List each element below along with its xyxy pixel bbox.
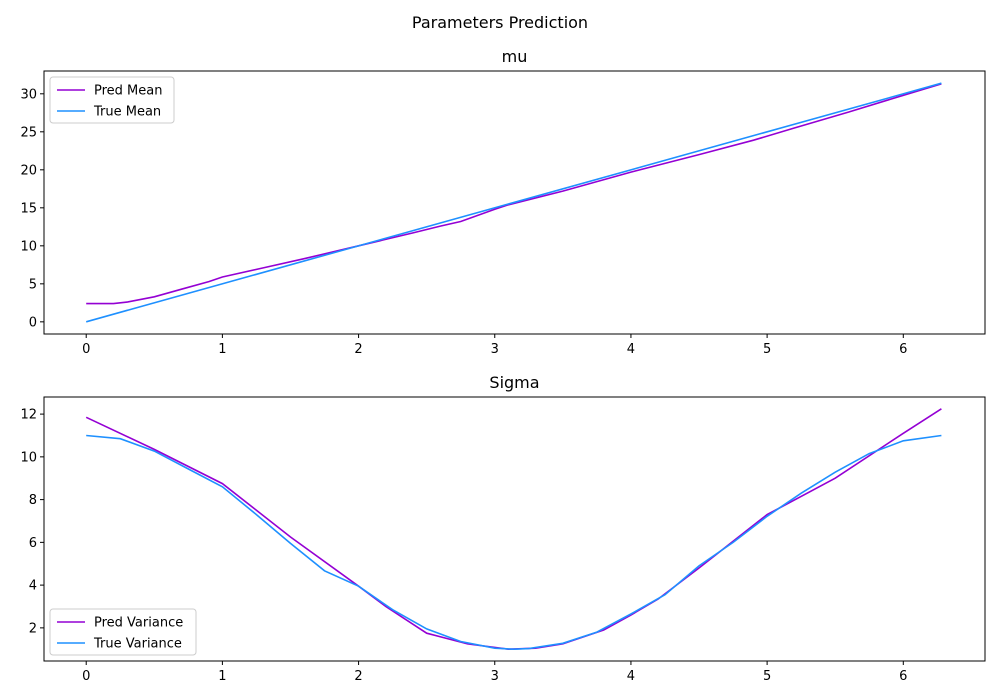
panel-mu: mu 0 1 2 3 4 5 6 0 5 10 15 20 25 30 Pred Mean True Mean	[20, 47, 986, 357]
y-tick-label: 15	[20, 201, 37, 216]
legend-entry: True Mean	[93, 105, 161, 120]
y-tick-label: 6	[29, 536, 37, 551]
series-line-true-mean	[85, 82, 942, 323]
x-tick-label: 2	[354, 669, 362, 684]
x-tick-label: 0	[82, 342, 90, 357]
y-tick-label: 25	[20, 125, 37, 140]
y-tick-label: 10	[20, 450, 37, 465]
panel-title: mu	[502, 47, 528, 66]
x-tick-label: 4	[627, 669, 635, 684]
x-tick-label: 3	[491, 342, 499, 357]
series-line-pred-variance	[85, 408, 942, 651]
legend-entry: Pred Mean	[94, 84, 162, 99]
y-tick-label: 10	[20, 239, 37, 254]
axes-frame	[43, 70, 986, 335]
x-tick-label: 5	[763, 669, 771, 684]
legend-entry: True Variance	[93, 637, 182, 652]
x-tick-label: 1	[218, 669, 226, 684]
figure-title: Parameters Prediction	[412, 13, 588, 32]
legend-box	[49, 608, 197, 656]
panel-title: Sigma	[489, 373, 539, 392]
legend: Pred Mean True Mean	[49, 76, 175, 124]
y-tick-label: 5	[29, 277, 37, 292]
x-tick-label: 1	[218, 342, 226, 357]
x-tick-label: 2	[354, 342, 362, 357]
x-tick-label: 4	[627, 342, 635, 357]
y-tick-label: 2	[29, 621, 37, 636]
y-tick-label: 30	[20, 87, 37, 102]
y-tick-label: 20	[20, 163, 37, 178]
axes-frame	[43, 396, 986, 662]
x-tick-label: 5	[763, 342, 771, 357]
series-line-true-variance	[86, 434, 942, 651]
x-tick-label: 0	[82, 669, 90, 684]
x-tick-label: 6	[899, 342, 907, 357]
y-tick-label: 4	[29, 579, 37, 594]
y-tick-label: 0	[29, 315, 37, 330]
y-tick-label: 8	[29, 493, 37, 508]
series-line-pred-mean	[86, 83, 942, 305]
x-tick-label: 3	[491, 669, 499, 684]
x-tick-label: 6	[899, 669, 907, 684]
legend: Pred Variance True Variance	[49, 608, 197, 656]
legend-entry: Pred Variance	[94, 616, 183, 631]
y-tick-label: 12	[20, 408, 37, 423]
